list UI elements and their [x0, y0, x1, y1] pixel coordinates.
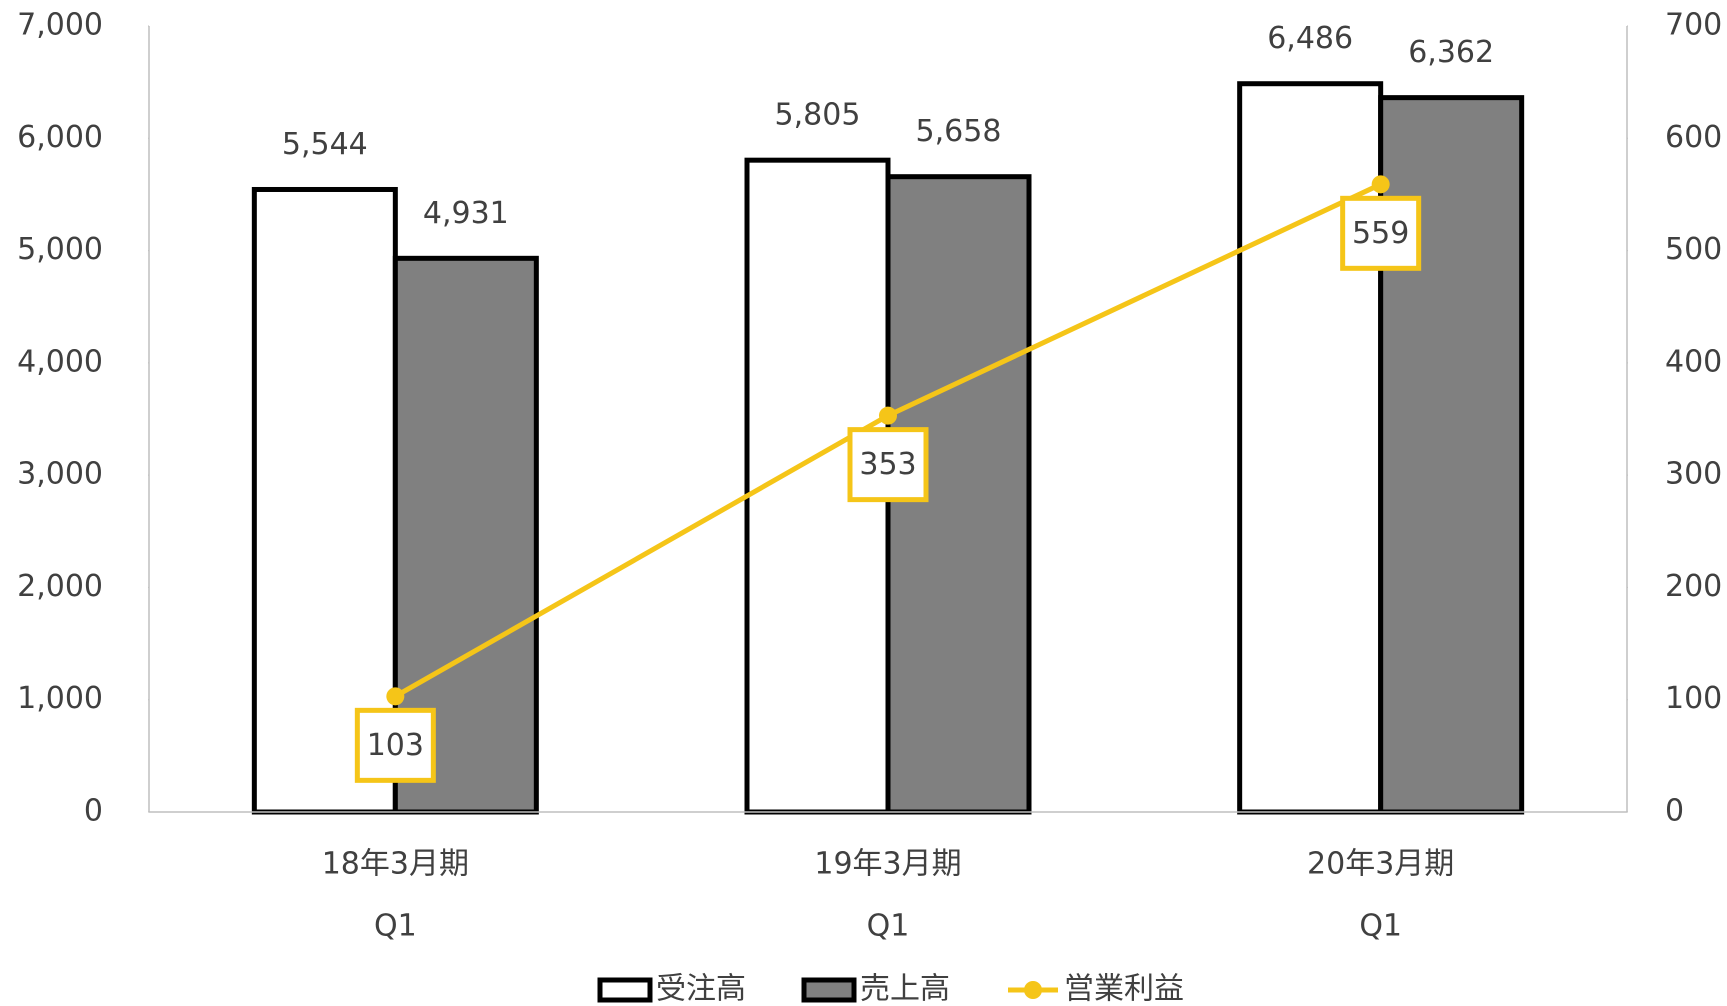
line-point: [879, 406, 897, 425]
y2-tick-label: 400: [1665, 344, 1722, 379]
x-sub-label: Q1: [867, 909, 910, 944]
x-tick-label: 18年3月期: [322, 847, 469, 882]
x-sub-label: Q1: [374, 909, 417, 944]
line-value-label: 559: [1352, 216, 1409, 251]
line-value-label: 103: [367, 728, 424, 763]
y-tick-label: 1,000: [17, 681, 103, 716]
legend-swatch-dot: [1024, 981, 1042, 999]
y2-tick-label: 300: [1665, 457, 1722, 492]
legend-label: 営業利益: [1064, 972, 1184, 1006]
y-tick-label: 0: [84, 794, 103, 829]
y-tick-label: 7,000: [17, 8, 103, 43]
y2-tick-label: 200: [1665, 569, 1722, 604]
bar-value-label: 6,486: [1267, 21, 1353, 56]
bar-value-label: 5,544: [282, 127, 368, 162]
y-tick-label: 4,000: [17, 344, 103, 379]
y2-tick-label: 500: [1665, 232, 1722, 267]
line-point: [386, 687, 405, 706]
line-label-box: [1340, 195, 1422, 271]
bar-value-label: 6,362: [1408, 35, 1494, 70]
legend-swatch: [597, 977, 653, 1003]
line-label-box: [847, 427, 929, 503]
bar-value-label: 5,658: [916, 114, 1002, 149]
bar-value-label: 5,805: [775, 98, 861, 133]
y2-tick-label: 0: [1665, 794, 1684, 829]
y-tick-label: 5,000: [17, 232, 103, 267]
x-sub-label: Q1: [1359, 909, 1402, 944]
x-tick-label: 19年3月期: [814, 847, 961, 882]
y2-tick-label: 600: [1665, 120, 1722, 155]
y-tick-label: 2,000: [17, 569, 103, 604]
y2-tick-label: 700: [1665, 8, 1722, 43]
x-tick-label: 20年3月期: [1307, 847, 1454, 882]
bar-value-label: 4,931: [423, 196, 509, 231]
y-tick-label: 3,000: [17, 457, 103, 492]
legend-swatch: [801, 977, 857, 1003]
legend-label: 売上高: [860, 972, 950, 1006]
line-value-label: 353: [859, 447, 916, 482]
y-tick-label: 6,000: [17, 120, 103, 155]
legend-label: 受注高: [656, 972, 746, 1006]
y2-tick-label: 100: [1665, 681, 1722, 716]
line-point: [1371, 175, 1390, 194]
line-label-box: [354, 707, 436, 783]
bar: [885, 174, 1032, 815]
